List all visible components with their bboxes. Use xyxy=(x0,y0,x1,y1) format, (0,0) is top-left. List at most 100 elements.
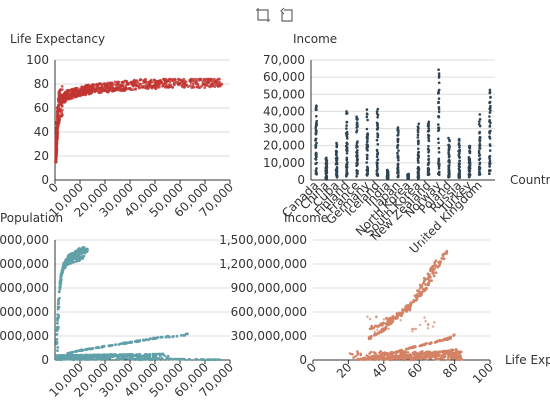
data-point xyxy=(478,144,481,148)
data-point xyxy=(456,354,460,358)
data-point xyxy=(378,330,382,333)
data-point xyxy=(54,143,58,147)
data-point xyxy=(429,341,433,345)
zoom-reset-icon[interactable] xyxy=(279,7,295,23)
data-point xyxy=(71,350,75,354)
data-point xyxy=(315,119,319,123)
data-point xyxy=(426,283,430,287)
data-point xyxy=(437,163,441,166)
data-point xyxy=(405,304,409,308)
data-point xyxy=(395,314,399,317)
data-point xyxy=(96,357,99,361)
data-point xyxy=(453,351,457,355)
y-axis-title: Income xyxy=(293,32,337,46)
data-point xyxy=(78,94,81,97)
data-point xyxy=(372,351,376,354)
data-point xyxy=(100,345,104,349)
data-point xyxy=(315,167,318,170)
data-point xyxy=(437,101,440,105)
y-tick-label: 20 xyxy=(34,149,49,163)
y-tick-label: 1,500,000,000 xyxy=(219,233,307,247)
data-point xyxy=(125,357,128,360)
data-point xyxy=(489,129,492,133)
data-point xyxy=(325,162,329,165)
data-point xyxy=(375,169,379,173)
data-point xyxy=(135,84,139,87)
data-point xyxy=(376,165,379,169)
data-point xyxy=(55,338,59,341)
data-point xyxy=(424,358,428,361)
data-point xyxy=(139,82,143,86)
data-point xyxy=(378,351,381,355)
data-point xyxy=(55,354,58,358)
data-point xyxy=(416,170,420,174)
data-point xyxy=(198,86,202,89)
data-point xyxy=(125,81,129,85)
data-point xyxy=(335,143,339,146)
data-point xyxy=(173,78,177,82)
data-point xyxy=(91,347,95,350)
data-zoom-icon[interactable] xyxy=(255,7,271,23)
data-point xyxy=(419,323,422,327)
data-point xyxy=(325,169,329,173)
data-point xyxy=(488,159,492,163)
data-point xyxy=(404,350,407,354)
data-point xyxy=(365,146,369,149)
data-point xyxy=(59,276,62,279)
data-point xyxy=(201,83,205,86)
data-point xyxy=(457,153,461,157)
data-point xyxy=(417,354,420,358)
data-point xyxy=(412,300,415,304)
data-point xyxy=(182,83,186,87)
data-point xyxy=(444,355,447,358)
data-point xyxy=(427,154,430,158)
data-point xyxy=(151,337,155,341)
data-point xyxy=(169,357,173,361)
data-point xyxy=(87,92,91,95)
data-point xyxy=(174,357,178,361)
data-point xyxy=(452,355,456,359)
data-point xyxy=(488,135,491,138)
data-point xyxy=(152,354,155,358)
data-point xyxy=(118,83,122,87)
data-point xyxy=(106,89,109,93)
data-point xyxy=(355,175,358,178)
data-point xyxy=(63,356,67,360)
data-point xyxy=(58,358,61,362)
data-point xyxy=(96,354,99,358)
data-point xyxy=(372,354,376,358)
data-point xyxy=(434,271,438,274)
data-point xyxy=(315,114,318,118)
data-point xyxy=(130,355,134,359)
data-point xyxy=(356,350,359,353)
data-point xyxy=(369,335,372,339)
data-point xyxy=(488,119,492,122)
data-point xyxy=(365,140,369,144)
data-point xyxy=(141,356,144,360)
data-point xyxy=(424,320,427,323)
data-point xyxy=(417,147,420,151)
data-point xyxy=(114,83,118,87)
data-point xyxy=(74,89,77,93)
data-point xyxy=(425,286,428,290)
data-point xyxy=(314,121,318,125)
data-point xyxy=(457,142,461,145)
data-point xyxy=(431,325,435,328)
data-point xyxy=(458,155,461,159)
y-tick-label: 1,200,000,000 xyxy=(0,257,49,271)
data-point xyxy=(57,298,60,302)
data-point xyxy=(447,336,451,340)
data-point xyxy=(168,77,171,81)
data-point xyxy=(131,80,135,84)
y-tick-label: 100 xyxy=(26,53,49,67)
data-point xyxy=(153,356,157,360)
data-point xyxy=(117,343,121,346)
y-tick-label: 1,200,000,000 xyxy=(219,257,307,271)
data-point xyxy=(54,158,58,162)
data-point xyxy=(182,334,186,337)
data-point xyxy=(458,139,461,142)
data-point xyxy=(324,167,328,170)
data-point xyxy=(377,324,380,328)
data-point xyxy=(488,143,492,146)
data-point xyxy=(108,355,112,358)
